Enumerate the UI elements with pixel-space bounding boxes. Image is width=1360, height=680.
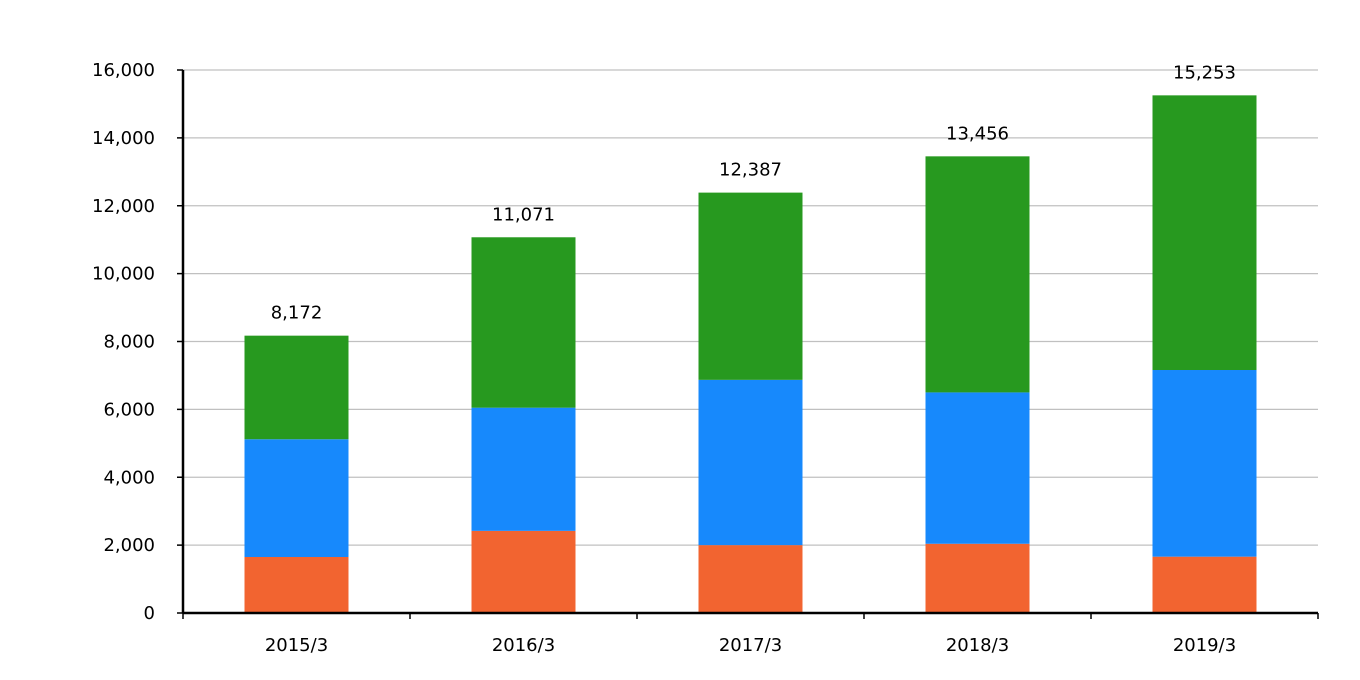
y-tick-label: 16,000 xyxy=(92,60,155,81)
x-category-label: 2018/3 xyxy=(946,635,1009,656)
x-category-label: 2016/3 xyxy=(492,635,555,656)
bar-segment-3 xyxy=(471,237,576,408)
bar-segment-2 xyxy=(471,407,576,531)
bar-segment-3 xyxy=(925,156,1030,393)
bar-total-label: 15,253 xyxy=(1173,62,1236,83)
bar-segment-2 xyxy=(244,439,349,558)
y-tick-label: 4,000 xyxy=(103,467,155,488)
bar-total-label: 13,456 xyxy=(946,123,1009,144)
y-tick-label: 6,000 xyxy=(103,399,155,420)
y-tick-label: 10,000 xyxy=(92,264,155,285)
bar-segment-1 xyxy=(471,530,576,613)
y-tick-label: 14,000 xyxy=(92,128,155,149)
bar-total-label: 12,387 xyxy=(719,160,782,181)
bar-segment-1 xyxy=(1152,556,1257,613)
bar-segment-1 xyxy=(244,557,349,613)
bars xyxy=(244,95,1257,613)
bar-total-label: 8,172 xyxy=(271,303,323,324)
bar-segment-3 xyxy=(698,192,803,380)
bar-segment-1 xyxy=(698,545,803,613)
bar-segment-3 xyxy=(1152,95,1257,371)
x-category-label: 2019/3 xyxy=(1173,635,1236,656)
bar-segment-2 xyxy=(925,392,1030,544)
y-tick-label: 0 xyxy=(144,603,155,624)
bar-segment-2 xyxy=(1152,370,1257,557)
labels: 0 2,000 4,000 6,000 8,000 10,000 12,000 14,000 1… xyxy=(92,60,1236,656)
y-tick-label: 8,000 xyxy=(103,332,155,353)
x-category-label: 2017/3 xyxy=(719,635,782,656)
bar-segment-3 xyxy=(244,335,349,440)
bar-total-label: 11,071 xyxy=(492,204,555,225)
y-tick-label: 12,000 xyxy=(92,196,155,217)
bar-segment-1 xyxy=(925,543,1030,613)
bar-segment-2 xyxy=(698,379,803,546)
axes xyxy=(177,69,1319,619)
x-category-label: 2015/3 xyxy=(265,635,328,656)
y-tick-label: 2,000 xyxy=(103,535,155,556)
